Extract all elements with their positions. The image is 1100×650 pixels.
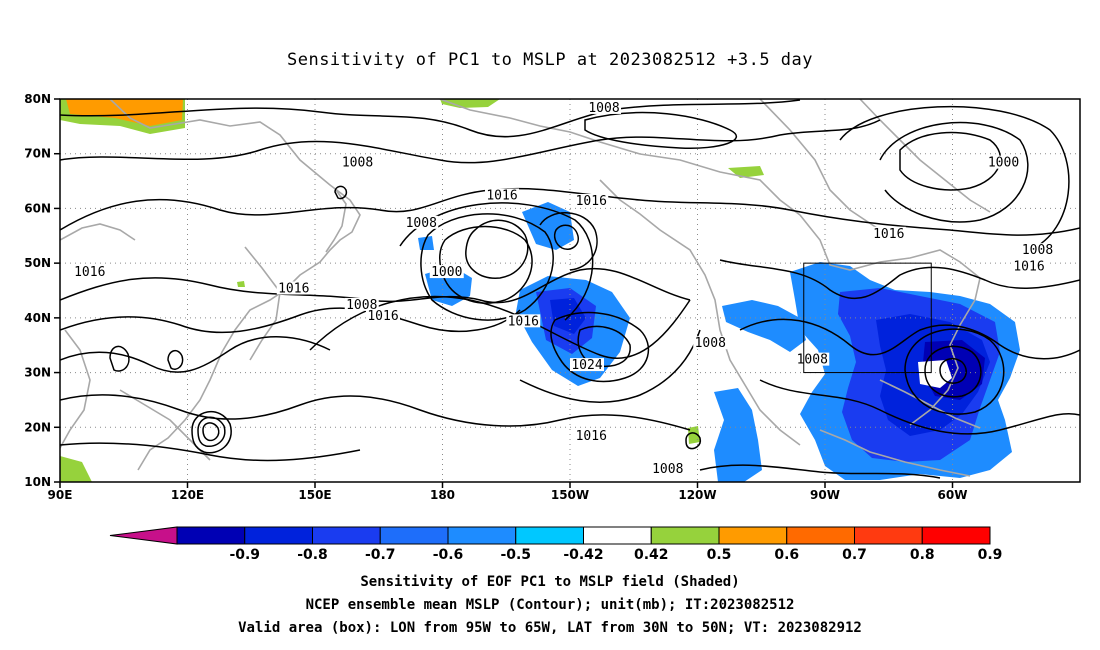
contour-label-bg bbox=[276, 281, 311, 295]
negative-region bbox=[714, 388, 762, 482]
y-tick-label: 70N bbox=[24, 147, 51, 161]
colorbar-swatch bbox=[312, 526, 381, 545]
contour-label-bg bbox=[72, 265, 107, 279]
contour-label: 1008 bbox=[695, 336, 726, 351]
contour-label-bg bbox=[693, 336, 728, 350]
colorbar-label: -0.7 bbox=[365, 547, 396, 563]
colorbar-label: -0.9 bbox=[229, 547, 260, 563]
colorbar-swatch bbox=[650, 526, 720, 545]
x-tick-label: 120W bbox=[678, 488, 716, 502]
y-tick-label: 40N bbox=[24, 311, 51, 325]
colorbar-label: -0.6 bbox=[433, 547, 464, 563]
contour-label-bg bbox=[344, 297, 379, 311]
contour-label-bg bbox=[429, 265, 464, 279]
positive-region bbox=[440, 99, 500, 108]
colorbar-swatch bbox=[921, 526, 991, 545]
contour-label-bg bbox=[366, 308, 400, 322]
contour-label: 1016 bbox=[486, 188, 517, 203]
colorbar-label: 0.8 bbox=[910, 547, 935, 563]
valid-area-box bbox=[803, 262, 932, 374]
contour-label-bg bbox=[650, 462, 685, 476]
caption-line-1: Sensitivity of EOF PC1 to MSLP field (Sh… bbox=[360, 574, 740, 590]
colorbar-label: -0.5 bbox=[500, 547, 531, 563]
colorbar-label: 0.5 bbox=[707, 547, 732, 563]
contour-label-bg bbox=[574, 429, 609, 443]
contour-label-bg bbox=[506, 314, 541, 328]
colorbar-swatch bbox=[583, 526, 652, 545]
colorbar-swatch bbox=[447, 526, 517, 545]
y-tick-label: 80N bbox=[24, 92, 51, 106]
contour-label-bg bbox=[871, 226, 906, 240]
coastlines bbox=[60, 99, 991, 477]
negative-region bbox=[418, 236, 434, 250]
contour-label: 1016 bbox=[873, 227, 904, 242]
colorbar-swatch bbox=[718, 526, 788, 545]
contour-label: 1008 bbox=[797, 353, 828, 368]
contour-label: 1000 bbox=[431, 265, 462, 280]
contour-label: 1016 bbox=[367, 309, 398, 324]
colorbar-swatch bbox=[379, 526, 449, 545]
y-tick-label: 50N bbox=[24, 256, 51, 270]
contour-label-bg bbox=[570, 358, 604, 372]
contour-label: 1016 bbox=[1013, 260, 1044, 275]
contour-label: 1016 bbox=[74, 265, 105, 280]
colorbar-swatch bbox=[176, 526, 246, 545]
y-tick-label: 20N bbox=[24, 420, 51, 434]
contour-label: 1008 bbox=[406, 216, 437, 231]
negative-region bbox=[722, 300, 806, 352]
contour-label-bg bbox=[1020, 243, 1055, 257]
colorbar-label: 0.42 bbox=[634, 547, 669, 563]
y-tick-label: 30N bbox=[24, 366, 51, 380]
colorbar-label: -0.42 bbox=[563, 547, 603, 563]
contour-label: 1000 bbox=[988, 156, 1019, 171]
colorbar: -0.9 -0.8 -0.7 -0.6 -0.5 -0.42 0.42 0.5 0.6 0.7 0.… bbox=[109, 526, 1003, 563]
contour-label: 1016 bbox=[278, 282, 309, 297]
colorbar-swatch bbox=[515, 526, 584, 545]
contour-label: 1008 bbox=[1022, 243, 1053, 258]
y-tick-label: 10N bbox=[24, 475, 51, 489]
positive-region bbox=[60, 456, 92, 482]
positive-region bbox=[237, 281, 245, 287]
colorbar-label: 0.9 bbox=[978, 547, 1003, 563]
x-tick-label: 90E bbox=[48, 488, 73, 502]
colorbar-swatch bbox=[244, 526, 313, 545]
y-tick-label: 60N bbox=[24, 201, 51, 215]
axis-ticks bbox=[54, 98, 954, 488]
x-tick-label: 180 bbox=[430, 488, 455, 502]
contour-label-bg bbox=[485, 188, 519, 202]
colorbar-label: 0.7 bbox=[842, 547, 867, 563]
colorbar-swatch bbox=[786, 526, 855, 545]
x-tick-label: 60W bbox=[938, 488, 968, 502]
colorbar-left-arrow bbox=[109, 526, 178, 545]
contour-label: 1008 bbox=[652, 462, 683, 477]
contour-label-bg bbox=[574, 193, 609, 207]
caption-line-2: NCEP ensemble mean MSLP (Contour); unit(… bbox=[305, 597, 795, 613]
x-tick-label: 120E bbox=[171, 488, 204, 502]
x-tick-label: 90W bbox=[810, 488, 840, 502]
contour-label: 1008 bbox=[342, 156, 373, 171]
x-tick-label: 150E bbox=[298, 488, 331, 502]
contour-label-bg bbox=[1012, 259, 1046, 273]
contour-label-bg bbox=[587, 100, 621, 114]
map-title: Sensitivity of PC1 to MSLP at 2023082512… bbox=[286, 50, 813, 70]
x-tick-label: 150W bbox=[551, 488, 589, 502]
contour-label-bg bbox=[340, 155, 375, 169]
positive-region bbox=[728, 166, 764, 178]
contour-labels: 1008 1008 1000 1016 1016 1008 1016 1000 1016 1008… bbox=[72, 100, 1055, 477]
contour-label-bg bbox=[404, 215, 439, 229]
contour-label: 1008 bbox=[588, 101, 619, 116]
colorbar-swatch bbox=[854, 526, 923, 545]
colorbar-label: 0.6 bbox=[774, 547, 799, 563]
contour-label: 1016 bbox=[576, 194, 607, 209]
contour-label: 1016 bbox=[576, 429, 607, 444]
colorbar-label: -0.8 bbox=[297, 547, 328, 563]
contour-label: 1016 bbox=[508, 314, 539, 329]
caption-line-3: Valid area (box): LON from 95W to 65W, L… bbox=[238, 620, 862, 636]
contour-label: 1024 bbox=[571, 358, 602, 373]
contour-label-bg bbox=[986, 155, 1021, 169]
